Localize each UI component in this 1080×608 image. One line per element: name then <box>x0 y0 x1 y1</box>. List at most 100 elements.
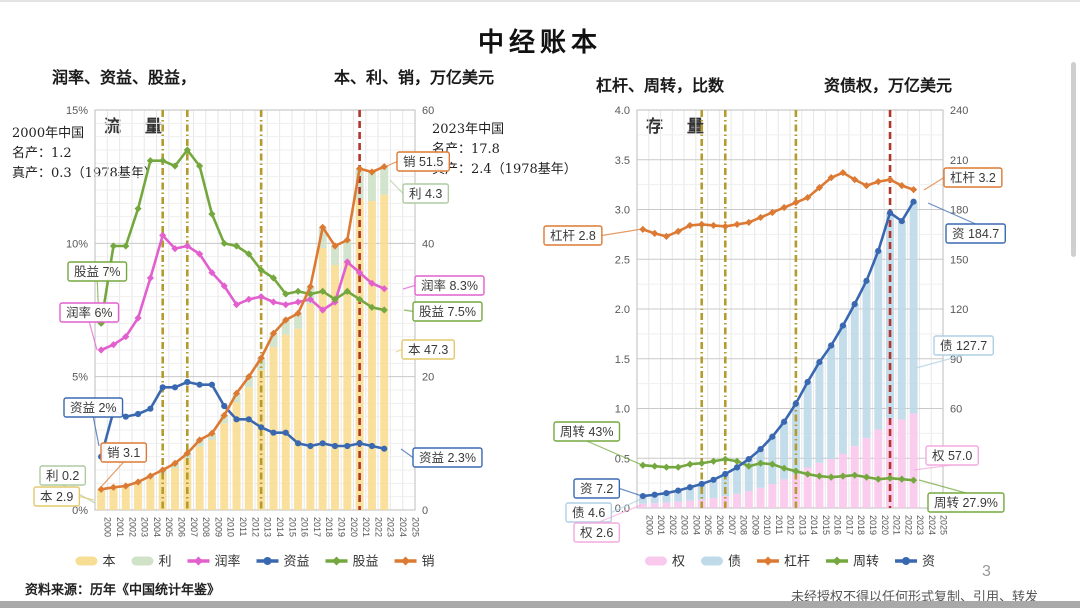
svg-text:4.0: 4.0 <box>615 105 630 117</box>
legend-item-杠杆: 杠杆 <box>756 554 810 569</box>
svg-text:杠杆: 杠杆 <box>784 554 810 569</box>
legend-item-销: 销 <box>394 554 435 569</box>
annotation-quan-start: 权 2.6 <box>573 504 642 543</box>
svg-text:2003: 2003 <box>680 515 690 535</box>
svg-text:本 2.9: 本 2.9 <box>40 490 73 504</box>
svg-text:股益 7%: 股益 7% <box>74 265 121 279</box>
annotation-gg-end: 杠杆 3.2 <box>923 167 1003 191</box>
svg-text:2014: 2014 <box>809 515 819 535</box>
svg-text:2.5: 2.5 <box>615 254 630 266</box>
window-bottom-edge <box>0 601 1080 608</box>
svg-text:2004: 2004 <box>152 517 162 537</box>
svg-text:2020: 2020 <box>349 517 359 537</box>
svg-text:2005: 2005 <box>164 517 174 537</box>
svg-text:2017: 2017 <box>312 517 322 537</box>
svg-text:2015: 2015 <box>287 517 297 537</box>
svg-text:1.5: 1.5 <box>615 354 630 366</box>
svg-text:20: 20 <box>422 372 434 384</box>
svg-text:150: 150 <box>950 254 968 266</box>
svg-text:股益: 股益 <box>353 554 379 569</box>
svg-text:2000: 2000 <box>644 515 654 535</box>
svg-text:1.0: 1.0 <box>615 404 630 416</box>
axis-tick-labels: 0% 5% 10% 15% 0 20 40 60 <box>66 105 434 517</box>
svg-text:2007: 2007 <box>189 517 199 537</box>
svg-text:杠杆 2.8: 杠杆 2.8 <box>550 228 596 243</box>
legend-item-股益: 股益 <box>325 554 379 569</box>
svg-text:2002: 2002 <box>127 517 137 537</box>
annotation-zz-start: 周转 43% <box>553 421 643 466</box>
svg-text:2022: 2022 <box>373 517 383 537</box>
series-资益 <box>98 378 388 460</box>
window-top-edge <box>0 0 1080 2</box>
svg-text:2019: 2019 <box>337 517 347 537</box>
series-资 <box>639 198 917 500</box>
svg-text:2014: 2014 <box>275 517 285 537</box>
svg-text:利 0.2: 利 0.2 <box>46 469 79 483</box>
annotation-zz-end: 周转 27.9% <box>918 479 1005 513</box>
svg-text:2008: 2008 <box>739 515 749 535</box>
svg-text:2008: 2008 <box>201 517 211 537</box>
annotation-runlv-start: 润率 6% <box>59 302 120 351</box>
x-axis-year-labels: 2000 2001 2002 2003 2004 2005 2006 2007 2008 2009… <box>644 515 948 535</box>
stock-chart-root: 0.00.51.01.52.02.53.03.54.00306090120150… <box>543 105 1006 569</box>
series-周转 <box>639 455 918 484</box>
svg-text:债: 债 <box>728 554 741 569</box>
svg-text:180: 180 <box>950 205 968 217</box>
svg-text:2019: 2019 <box>868 515 878 535</box>
svg-text:润率: 润率 <box>214 554 240 569</box>
svg-text:2006: 2006 <box>177 517 187 537</box>
svg-text:10%: 10% <box>66 238 88 250</box>
svg-text:2012: 2012 <box>250 517 260 537</box>
scrollbar-thumb[interactable] <box>1071 62 1076 257</box>
stock-right-axis-title: 资债权，万亿美元 <box>824 76 953 95</box>
svg-text:0.5: 0.5 <box>615 453 630 465</box>
svg-text:2023: 2023 <box>386 517 396 537</box>
svg-text:15%: 15% <box>66 105 88 117</box>
annotation-zi-start: 资 7.2 <box>573 478 643 499</box>
annotation-li-start: 利 0.2 <box>39 465 96 504</box>
svg-text:2025: 2025 <box>939 515 949 535</box>
svg-text:60: 60 <box>950 404 962 416</box>
svg-text:润率 8.3%: 润率 8.3% <box>421 278 478 293</box>
svg-text:润率 6%: 润率 6% <box>66 305 113 320</box>
svg-text:2001: 2001 <box>656 515 666 535</box>
svg-text:利 4.3: 利 4.3 <box>409 187 442 201</box>
flow-plot-label: 流 量 <box>104 117 171 137</box>
flow-left-axis-title: 润率、资益、股益， <box>52 68 197 87</box>
series-股益 <box>97 146 388 327</box>
svg-text:2005: 2005 <box>703 515 713 535</box>
gridlines <box>636 109 944 509</box>
svg-text:销: 销 <box>422 554 435 569</box>
svg-text:2021: 2021 <box>361 517 371 537</box>
svg-text:周转 27.9%: 周转 27.9% <box>934 495 998 510</box>
svg-text:0%: 0% <box>72 505 88 517</box>
annotation-xiao-start: 销 3.1 <box>100 442 148 488</box>
flow-right-axis-title: 本、利、销，万亿美元 <box>334 68 495 87</box>
annotation-guyi-end: 股益 7.5% <box>403 301 483 322</box>
svg-text:2007: 2007 <box>727 515 737 535</box>
svg-text:2017: 2017 <box>844 515 854 535</box>
svg-text:资益 2.3%: 资益 2.3% <box>419 451 476 465</box>
data-source-text: 资料来源：历年《中国统计年鉴》 <box>25 583 221 598</box>
svg-text:销 3.1: 销 3.1 <box>107 446 140 460</box>
svg-text:权 57.0: 权 57.0 <box>932 448 972 463</box>
svg-text:210: 210 <box>950 155 968 167</box>
legend-item-资: 资 <box>895 554 935 569</box>
annotation-zhai-start: 债 4.6 <box>565 498 642 523</box>
annotation-gg-start: 杠杆 2.8 <box>543 225 643 246</box>
legend-item-权: 权 <box>644 554 685 569</box>
svg-text:2011: 2011 <box>774 515 784 534</box>
annotation-xiao-end: 销 51.5 <box>384 151 451 172</box>
svg-text:2015: 2015 <box>821 515 831 535</box>
svg-text:销 51.5: 销 51.5 <box>403 155 443 169</box>
svg-text:2016: 2016 <box>833 515 843 535</box>
svg-text:2009: 2009 <box>213 517 223 537</box>
annotation-ziyi-start: 资益 2% <box>63 397 124 447</box>
svg-text:2003: 2003 <box>140 517 150 537</box>
svg-text:权: 权 <box>672 554 685 569</box>
bars-债 <box>638 201 918 504</box>
